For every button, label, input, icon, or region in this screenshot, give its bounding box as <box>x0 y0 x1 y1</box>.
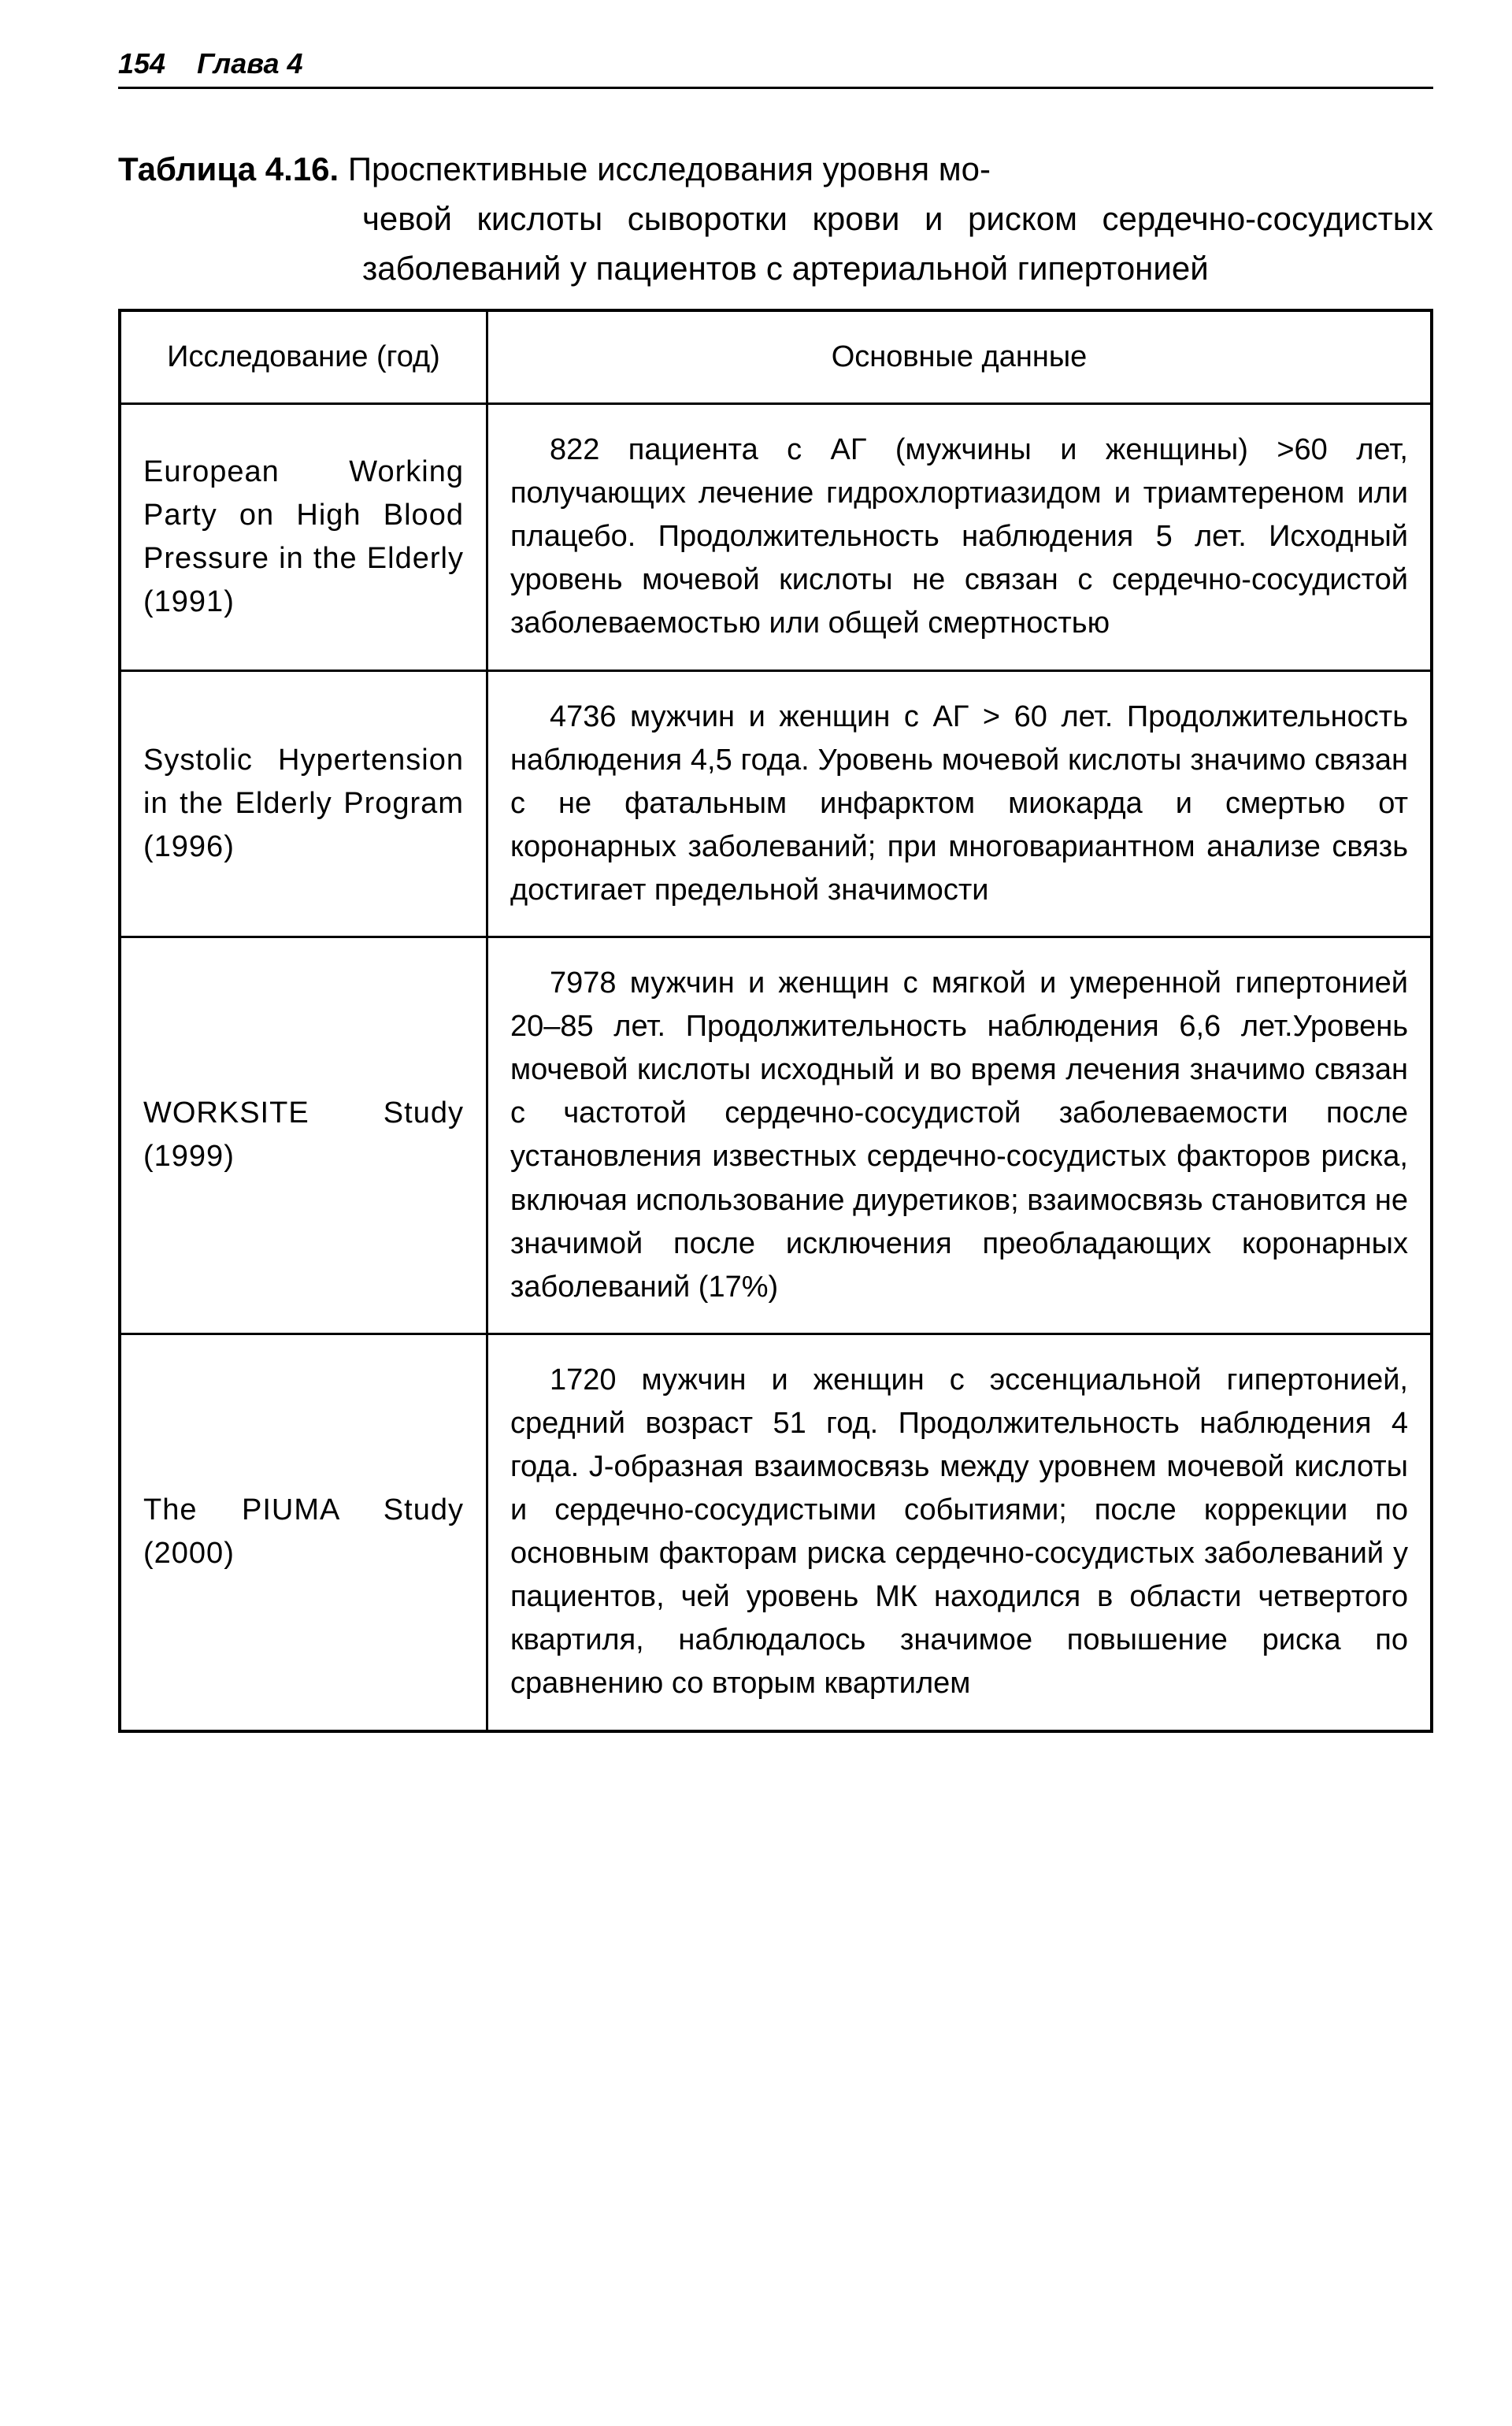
table-row: WORKSITE Study (1999) 7978 мужчин и женщ… <box>120 937 1432 1334</box>
study-data-cell: 1720 мужчин и женщин с эссенциальной гип… <box>487 1334 1432 1730</box>
study-name-cell: WORKSITE Study (1999) <box>120 937 487 1334</box>
chapter-label: Глава 4 <box>197 47 302 80</box>
table-caption: Таблица 4.16. Проспективные исследования… <box>118 144 1433 293</box>
page-header: 154 Глава 4 <box>118 47 1433 89</box>
caption-text-first-line: Проспективные исследования уровня мо- <box>348 150 991 187</box>
column-header-study: Исследова­ние (год) <box>120 310 487 404</box>
study-name-cell: Systolic Hy­pertension in the Elderly Pr… <box>120 670 487 937</box>
caption-text-continuation: чевой кислоты сыворотки крови и риском с… <box>118 194 1433 293</box>
study-name-cell: European Working Par­ty on High Blood Pr… <box>120 404 487 670</box>
study-data-cell: 822 пациента с АГ (мужчины и женщины) >6… <box>487 404 1432 670</box>
study-name-cell: The PIUMA Study (2000) <box>120 1334 487 1730</box>
study-data-cell: 7978 мужчин и женщин с мягкой и умеренно… <box>487 937 1432 1334</box>
studies-table: Исследова­ние (год) Основные данные Euro… <box>118 309 1433 1733</box>
caption-label: Таблица 4.16. <box>118 150 339 187</box>
column-header-data: Основные данные <box>487 310 1432 404</box>
table-header-row: Исследова­ние (год) Основные данные <box>120 310 1432 404</box>
table-row: The PIUMA Study (2000) 1720 мужчин и жен… <box>120 1334 1432 1730</box>
table-row: European Working Par­ty on High Blood Pr… <box>120 404 1432 670</box>
study-data-cell: 4736 мужчин и женщин с АГ > 60 лет. Прод… <box>487 670 1432 937</box>
page-number: 154 <box>118 47 165 80</box>
table-row: Systolic Hy­pertension in the Elderly Pr… <box>120 670 1432 937</box>
